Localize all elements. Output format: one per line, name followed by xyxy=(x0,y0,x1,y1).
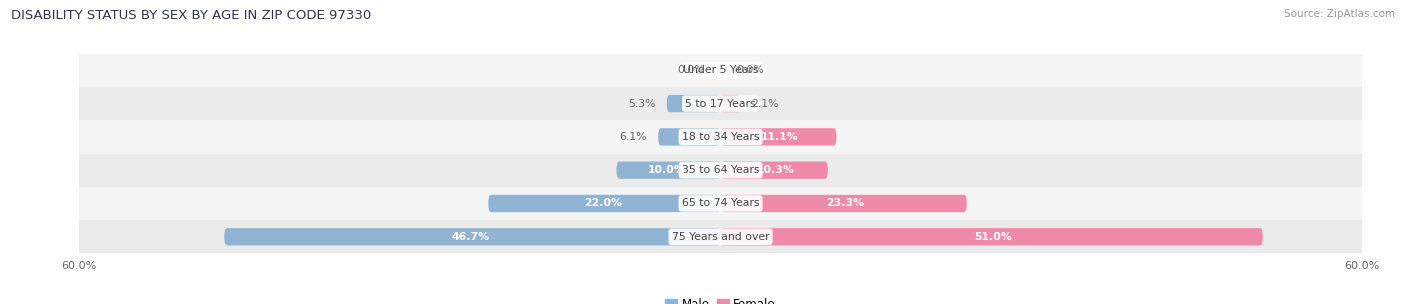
FancyBboxPatch shape xyxy=(616,161,720,179)
Text: Source: ZipAtlas.com: Source: ZipAtlas.com xyxy=(1284,9,1395,19)
Text: 0.0%: 0.0% xyxy=(737,65,765,75)
Text: 10.0%: 10.0% xyxy=(648,165,686,175)
Legend: Male, Female: Male, Female xyxy=(665,298,776,304)
Text: DISABILITY STATUS BY SEX BY AGE IN ZIP CODE 97330: DISABILITY STATUS BY SEX BY AGE IN ZIP C… xyxy=(11,9,371,22)
Bar xyxy=(79,220,1362,254)
Bar xyxy=(79,87,1362,120)
FancyBboxPatch shape xyxy=(488,195,720,212)
Bar xyxy=(79,120,1362,154)
Text: 65 to 74 Years: 65 to 74 Years xyxy=(682,199,759,209)
Text: 5.3%: 5.3% xyxy=(628,98,655,109)
FancyBboxPatch shape xyxy=(720,195,967,212)
Bar xyxy=(79,187,1362,220)
Text: 75 Years and over: 75 Years and over xyxy=(672,232,769,242)
Text: Under 5 Years: Under 5 Years xyxy=(683,65,758,75)
FancyBboxPatch shape xyxy=(666,95,720,112)
Bar xyxy=(79,154,1362,187)
Text: 51.0%: 51.0% xyxy=(974,232,1012,242)
Text: 22.0%: 22.0% xyxy=(583,199,621,209)
Text: 18 to 34 Years: 18 to 34 Years xyxy=(682,132,759,142)
Text: 0.0%: 0.0% xyxy=(676,65,704,75)
FancyBboxPatch shape xyxy=(720,228,1263,245)
FancyBboxPatch shape xyxy=(658,128,720,146)
FancyBboxPatch shape xyxy=(720,128,837,146)
Text: 23.3%: 23.3% xyxy=(827,199,865,209)
FancyBboxPatch shape xyxy=(224,228,720,245)
Text: 10.3%: 10.3% xyxy=(756,165,794,175)
FancyBboxPatch shape xyxy=(720,95,740,112)
Bar xyxy=(79,54,1362,87)
Text: 2.1%: 2.1% xyxy=(752,98,779,109)
Text: 6.1%: 6.1% xyxy=(619,132,647,142)
Text: 5 to 17 Years: 5 to 17 Years xyxy=(685,98,756,109)
Text: 35 to 64 Years: 35 to 64 Years xyxy=(682,165,759,175)
Text: 46.7%: 46.7% xyxy=(451,232,491,242)
Text: 11.1%: 11.1% xyxy=(761,132,799,142)
FancyBboxPatch shape xyxy=(720,161,828,179)
